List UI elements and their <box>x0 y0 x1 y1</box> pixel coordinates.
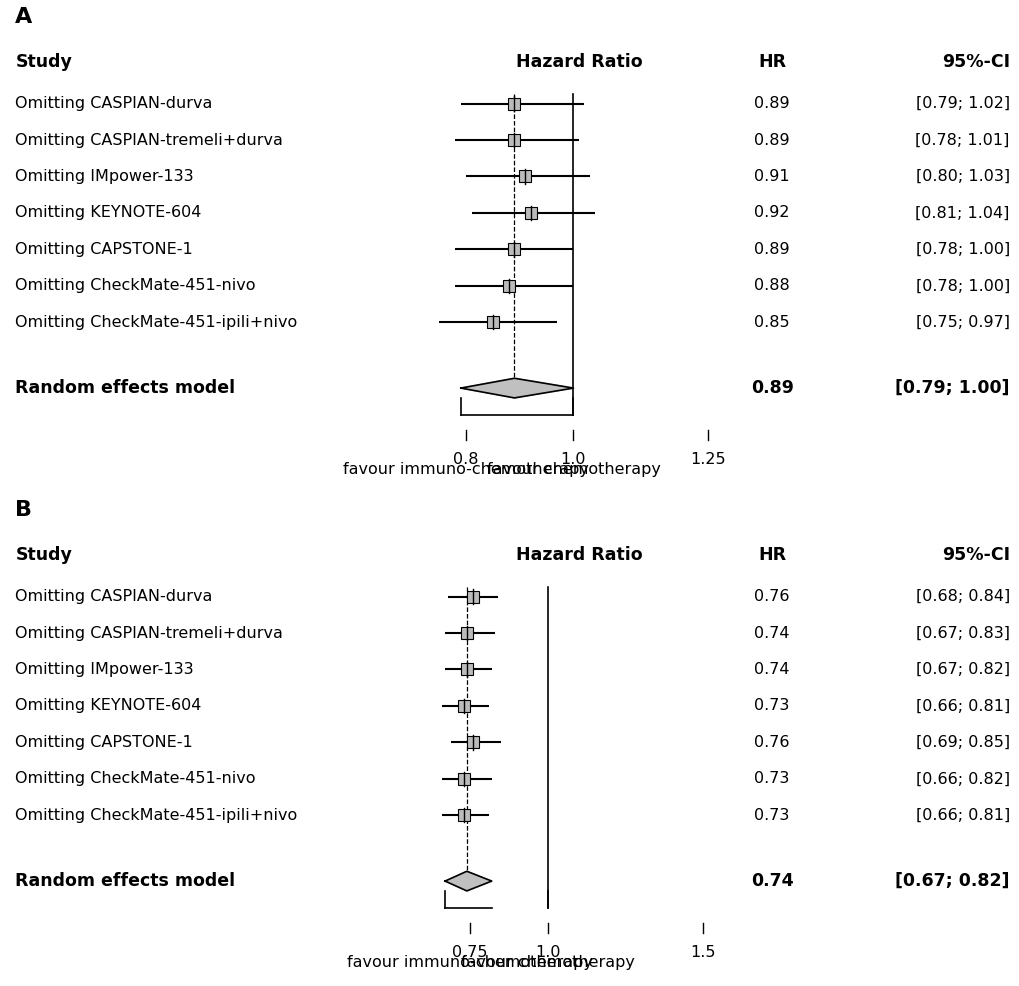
Text: [0.78; 1.00]: [0.78; 1.00] <box>915 278 1009 294</box>
Text: Omitting IMpower-133: Omitting IMpower-133 <box>15 169 194 184</box>
Text: 0.74: 0.74 <box>754 662 789 677</box>
Text: [0.68; 0.84]: [0.68; 0.84] <box>915 589 1009 604</box>
Text: 0.88: 0.88 <box>753 278 790 294</box>
Text: favour immuno-chemotherapy: favour immuno-chemotherapy <box>343 462 589 477</box>
Text: Random effects model: Random effects model <box>15 379 235 397</box>
Text: 0.76: 0.76 <box>754 589 789 604</box>
Text: [0.75; 0.97]: [0.75; 0.97] <box>915 315 1009 330</box>
Text: 0.92: 0.92 <box>754 205 789 221</box>
Text: 0.89: 0.89 <box>754 242 789 257</box>
Polygon shape <box>444 872 491 891</box>
Text: 0.89: 0.89 <box>754 132 789 148</box>
Text: 0.74: 0.74 <box>754 625 789 641</box>
Text: 0.85: 0.85 <box>754 315 789 330</box>
Text: HR: HR <box>757 52 786 71</box>
Text: 1.0: 1.0 <box>534 946 560 960</box>
Text: 0.91: 0.91 <box>754 169 789 184</box>
Text: favour immuno-chemotherapy: favour immuno-chemotherapy <box>346 955 592 970</box>
Text: favour chemotherapy: favour chemotherapy <box>486 462 659 477</box>
Text: [0.78; 1.01]: [0.78; 1.01] <box>914 132 1009 148</box>
Text: Omitting CASPIAN-tremeli+durva: Omitting CASPIAN-tremeli+durva <box>15 132 283 148</box>
Text: 1.25: 1.25 <box>689 453 725 467</box>
Polygon shape <box>461 379 573 398</box>
Text: Omitting CheckMate-451-ipili+nivo: Omitting CheckMate-451-ipili+nivo <box>15 315 298 330</box>
Text: 0.75: 0.75 <box>451 946 487 960</box>
Text: Random effects model: Random effects model <box>15 872 235 890</box>
Text: [0.66; 0.81]: [0.66; 0.81] <box>915 698 1009 714</box>
Text: Omitting CASPIAN-durva: Omitting CASPIAN-durva <box>15 96 213 111</box>
Text: 0.8: 0.8 <box>453 453 479 467</box>
Text: [0.67; 0.83]: [0.67; 0.83] <box>915 625 1009 641</box>
Text: [0.79; 1.00]: [0.79; 1.00] <box>895 379 1009 397</box>
Text: [0.67; 0.82]: [0.67; 0.82] <box>915 662 1009 677</box>
Text: [0.78; 1.00]: [0.78; 1.00] <box>915 242 1009 257</box>
Text: HR: HR <box>757 545 786 564</box>
Text: Study: Study <box>15 545 72 564</box>
Text: Study: Study <box>15 52 72 71</box>
Text: [0.66; 0.81]: [0.66; 0.81] <box>915 808 1009 823</box>
Text: 0.89: 0.89 <box>754 96 789 111</box>
Text: 1.5: 1.5 <box>690 946 715 960</box>
Text: Omitting CheckMate-451-nivo: Omitting CheckMate-451-nivo <box>15 278 256 294</box>
Text: Omitting CheckMate-451-ipili+nivo: Omitting CheckMate-451-ipili+nivo <box>15 808 298 823</box>
Text: Hazard Ratio: Hazard Ratio <box>515 545 642 564</box>
Text: A: A <box>15 7 33 28</box>
Text: Omitting KEYNOTE-604: Omitting KEYNOTE-604 <box>15 698 202 714</box>
Text: [0.66; 0.82]: [0.66; 0.82] <box>915 771 1009 787</box>
Text: Omitting CASPIAN-durva: Omitting CASPIAN-durva <box>15 589 213 604</box>
Text: [0.80; 1.03]: [0.80; 1.03] <box>915 169 1009 184</box>
Text: Omitting KEYNOTE-604: Omitting KEYNOTE-604 <box>15 205 202 221</box>
Text: Hazard Ratio: Hazard Ratio <box>515 52 642 71</box>
Text: 95%-CI: 95%-CI <box>941 52 1009 71</box>
Text: 95%-CI: 95%-CI <box>941 545 1009 564</box>
Text: Omitting CASPIAN-tremeli+durva: Omitting CASPIAN-tremeli+durva <box>15 625 283 641</box>
Text: B: B <box>15 500 33 521</box>
Text: 0.73: 0.73 <box>754 808 789 823</box>
Text: 0.76: 0.76 <box>754 735 789 750</box>
Text: [0.79; 1.02]: [0.79; 1.02] <box>915 96 1009 111</box>
Text: 0.73: 0.73 <box>754 771 789 787</box>
Text: [0.69; 0.85]: [0.69; 0.85] <box>915 735 1009 750</box>
Text: [0.67; 0.82]: [0.67; 0.82] <box>895 872 1009 890</box>
Text: 0.73: 0.73 <box>754 698 789 714</box>
Text: favour chemotherapy: favour chemotherapy <box>461 955 634 970</box>
Text: [0.81; 1.04]: [0.81; 1.04] <box>914 205 1009 221</box>
Text: Omitting IMpower-133: Omitting IMpower-133 <box>15 662 194 677</box>
Text: 0.89: 0.89 <box>750 379 793 397</box>
Text: 1.0: 1.0 <box>560 453 586 467</box>
Text: Omitting CAPSTONE-1: Omitting CAPSTONE-1 <box>15 735 193 750</box>
Text: 0.74: 0.74 <box>750 872 793 890</box>
Text: Omitting CAPSTONE-1: Omitting CAPSTONE-1 <box>15 242 193 257</box>
Text: Omitting CheckMate-451-nivo: Omitting CheckMate-451-nivo <box>15 771 256 787</box>
